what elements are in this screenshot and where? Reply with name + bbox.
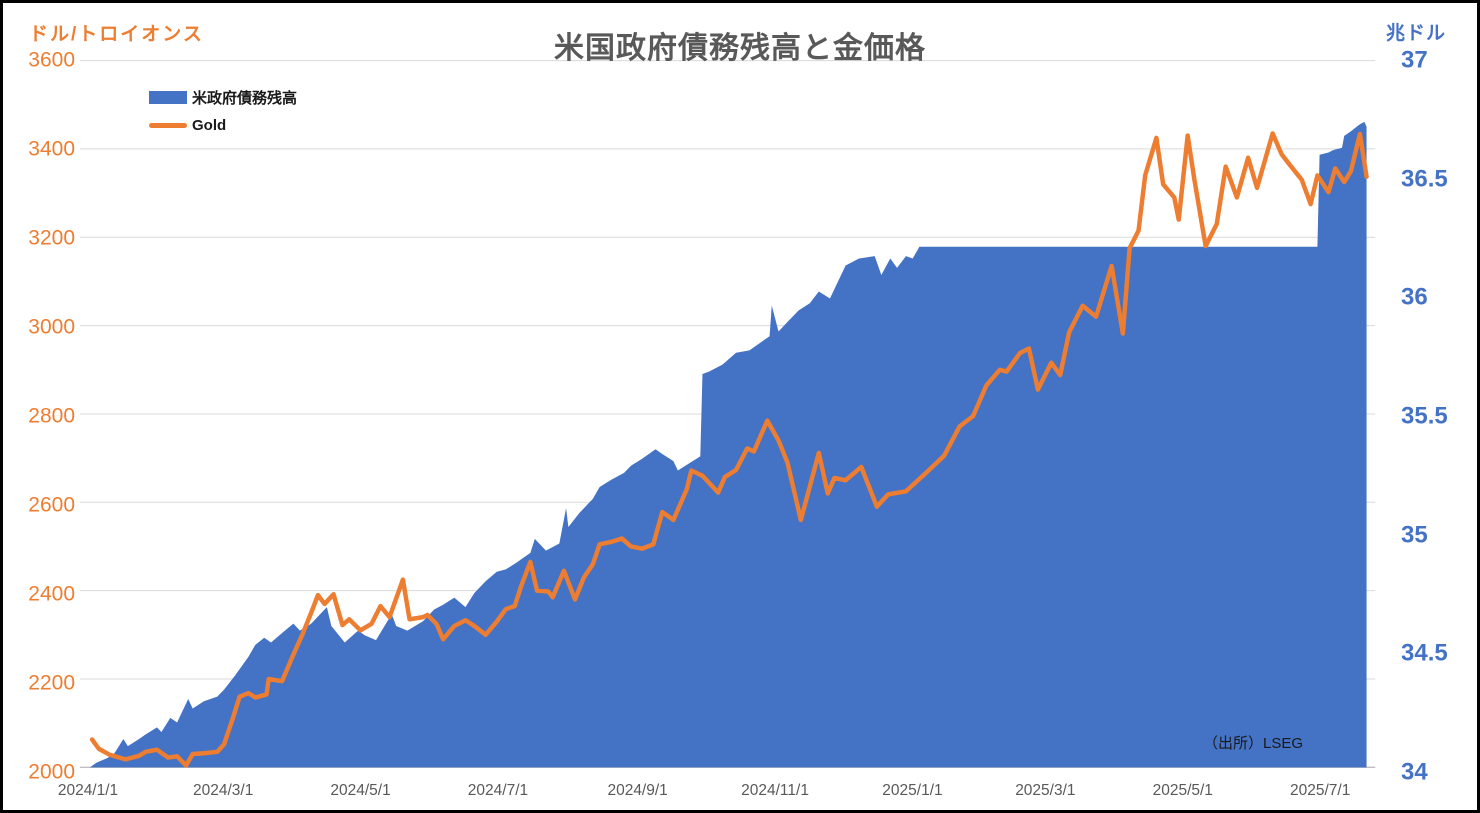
right-axis-tick: 36.5 (1401, 165, 1448, 193)
x-axis-tick: 2025/3/1 (1015, 782, 1076, 799)
debt-area-swatch-icon (149, 90, 187, 104)
left-axis-tick: 2400 (28, 582, 75, 606)
x-axis-tick: 2025/7/1 (1290, 782, 1351, 799)
left-axis-tick: 2800 (28, 404, 75, 428)
legend-label-debt: 米政府債務残高 (192, 89, 298, 107)
left-axis-tick: 2200 (28, 671, 75, 695)
right-axis-tick: 34.5 (1401, 639, 1448, 667)
left-axis-tick: 2600 (28, 493, 75, 517)
x-axis-tick: 2024/11/1 (741, 782, 809, 799)
source-note: （出所）LSEG (1203, 735, 1304, 752)
chart-title: 米国政府債務残高と金価格 (554, 32, 926, 65)
right-axis-tick: 37 (1401, 46, 1428, 74)
debt-area-series (89, 121, 1367, 768)
x-axis-tick: 2024/7/1 (467, 782, 529, 799)
left-axis-unit-label: ドル/トロイオンス (29, 24, 204, 45)
right-axis-unit-label: 兆ドル (1386, 23, 1447, 44)
right-axis-tick: 35 (1401, 521, 1428, 549)
left-axis-tick: 3000 (28, 315, 75, 339)
gold-line-swatch-icon (149, 122, 187, 128)
left-axis-tick: 3600 (28, 48, 75, 72)
right-axis-tick: 35.5 (1401, 402, 1448, 430)
left-axis-tick: 3200 (28, 226, 75, 250)
left-axis-tick: 3400 (28, 137, 75, 161)
gold-line-series (89, 131, 1369, 768)
x-axis-tick: 2025/5/1 (1152, 782, 1213, 799)
legend: 米政府債務残高 Gold (149, 83, 297, 139)
x-axis-tick: 2024/3/1 (192, 782, 254, 799)
x-axis-tick: 2025/1/1 (882, 782, 943, 799)
legend-item-debt: 米政府債務残高 (149, 83, 297, 111)
legend-label-gold: Gold (192, 116, 227, 134)
x-axis-tick: 2024/5/1 (330, 782, 391, 799)
legend-item-gold: Gold (149, 111, 297, 139)
x-axis-tick: 2024/9/1 (607, 782, 668, 799)
right-axis-tick: 34 (1401, 758, 1428, 786)
right-axis-tick: 36 (1401, 283, 1428, 311)
left-axis-tick: 2000 (28, 760, 75, 784)
plot-area (79, 60, 1376, 769)
x-axis-tick: 2024/1/1 (57, 782, 119, 799)
